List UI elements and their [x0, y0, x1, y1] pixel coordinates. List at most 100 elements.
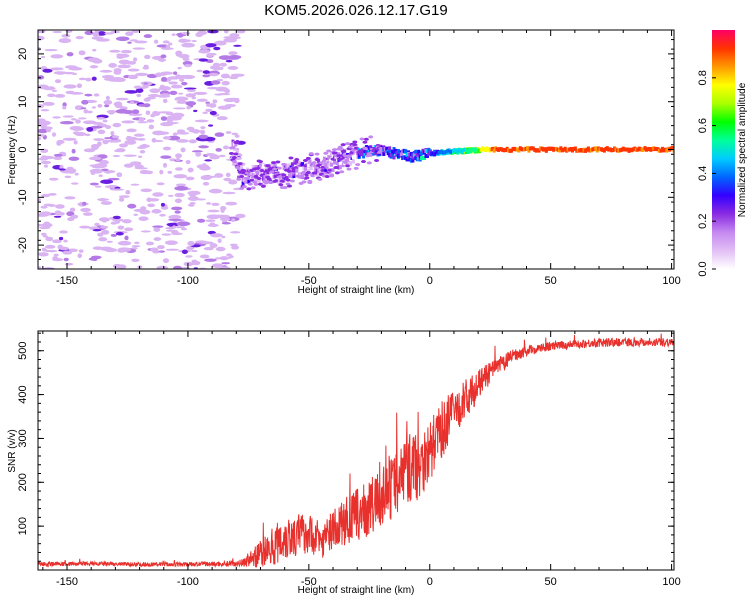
spectrogram-noise-cell — [186, 126, 195, 131]
spectrogram-ridge-cell — [671, 146, 674, 151]
spectrogram-noise-cell — [106, 240, 113, 243]
spectrogram-noise-cell — [206, 86, 220, 90]
spectrogram-ridge-halo — [272, 167, 278, 171]
spectrogram-noise-cell — [153, 237, 162, 241]
spectrogram-noise-cell — [208, 72, 219, 77]
spectrogram-noise-cell — [59, 120, 74, 125]
spectrogram-ridge-halo — [286, 184, 292, 188]
spectrogram-noise-cell — [162, 98, 168, 104]
spectrogram-noise-cell — [127, 74, 139, 80]
spectrogram-ridge-halo — [310, 174, 316, 178]
spectrogram-noise-cell — [173, 265, 183, 269]
spectrogram-noise-cell — [64, 262, 74, 266]
spectrogram-ridge-cell — [250, 170, 254, 175]
spectrogram-noise-cell — [152, 225, 164, 228]
spectrogram-ridge-cell — [492, 148, 496, 153]
spectrogram-ridge-cell — [399, 152, 403, 157]
spectrogram-noise-cell — [134, 40, 148, 44]
spectrogram-noise-cell — [185, 159, 191, 165]
spectrogram-noise-cell — [53, 153, 63, 157]
spectrogram-ridge-cell — [341, 163, 345, 168]
spectrogram-noise-cell — [230, 231, 241, 234]
spectrogram-noise-cell — [117, 64, 131, 69]
spectrogram-noise-cell — [109, 49, 121, 53]
spectrogram-noise-cell — [160, 57, 165, 63]
spectrogram-noise-cell — [40, 205, 48, 209]
spectrogram-noise-cell — [151, 209, 162, 214]
snr-xtick-label: -50 — [301, 576, 317, 588]
snr-ytick-label: 100 — [17, 517, 29, 535]
spectrogram-noise-cell — [55, 204, 65, 209]
spectrogram-ridge-halo — [355, 163, 361, 167]
spectrogram-ridge-cell — [264, 165, 268, 170]
spectrogram-noise-cell — [157, 245, 165, 250]
spectrogram-ridge-halo — [337, 145, 343, 149]
spectrogram-noise-cell — [176, 100, 188, 104]
spectrogram-noise-cell — [64, 196, 76, 200]
spectrogram-noise-cell — [171, 206, 183, 211]
spectrogram-noise-cell — [52, 116, 61, 119]
spectrogram-noise-cell — [187, 89, 196, 92]
spectrogram-noise-cell — [98, 217, 110, 222]
spectrogram-ridge-cell — [348, 161, 352, 166]
spectrogram-noise-cell — [63, 257, 69, 262]
spectrogram-noise-cell — [43, 221, 50, 225]
spectrogram-noise-cell — [86, 110, 93, 114]
spectrogram-noise-cell — [98, 174, 103, 178]
spectrogram-ridge-halo — [255, 170, 261, 174]
spectrogram-noise-cell — [125, 190, 131, 195]
spectrogram-noise-cell — [56, 71, 65, 75]
snr-panel: -150 -100 -50 0 50 100 100 200 300 400 500 Height … — [7, 330, 681, 596]
spectrogram-ridge-halo — [301, 180, 307, 184]
spectrogram-noise-cell — [174, 167, 183, 171]
spectrogram-ridge-cell — [420, 155, 424, 160]
spectrogram-ridge-cell — [288, 163, 292, 168]
spectrogram-noise-cell — [45, 236, 54, 242]
spectrogram-ridge-halo — [345, 164, 351, 168]
spectrogram-noise-cell — [78, 117, 87, 120]
spectrogram-ridge-halo — [308, 152, 314, 156]
spectrogram-ridge-cell — [404, 149, 408, 154]
spectrogram-ridge-cell — [270, 163, 274, 168]
spectrogram-ridge-halo — [352, 140, 358, 144]
spectrogram-noise-cell — [72, 131, 81, 135]
spectrogram-noise-cell — [70, 118, 77, 121]
spectrogram-ridge-cell — [420, 151, 424, 156]
spectrogram-noise-cell — [135, 72, 149, 77]
spectrogram-ridge-cell — [317, 172, 321, 177]
spectrogram-noise-cell — [131, 258, 140, 263]
spectrogram-noise-cell — [89, 182, 99, 186]
spectrogram-ridge-cell — [259, 163, 263, 168]
spectrogram-noise-cell — [204, 175, 217, 178]
spectrogram-noise-cell — [174, 198, 183, 204]
spectrogram-noise-cell — [69, 207, 76, 212]
spectrogram-noise-cell — [146, 119, 155, 123]
spectrogram-noise-cell — [58, 38, 72, 44]
spectrogram-ytick-label: 10 — [17, 96, 29, 108]
spectrogram-noise-cell — [180, 147, 186, 153]
spectrogram-noise-cell — [39, 211, 52, 216]
spectrogram-noise-cell — [129, 101, 135, 104]
spectrogram-noise-cell — [91, 258, 98, 261]
spectrogram-ridge-halo — [237, 170, 243, 174]
spectrogram-noise-cell — [212, 99, 218, 104]
spectrogram-noise-cell — [168, 81, 178, 85]
spectrogram-noise-cell — [105, 125, 112, 130]
spectrogram-ridge-halo — [329, 173, 335, 177]
spectrogram-noise-cell — [162, 136, 172, 140]
spectrogram-noise-cell — [125, 136, 138, 141]
spectrogram-ridge-halo — [307, 179, 313, 183]
spectrogram-noise-cell — [143, 82, 148, 85]
spectrogram-noise-cell — [151, 138, 157, 143]
spectrogram-ridge-halo — [242, 169, 248, 173]
snr-xtick-label: -100 — [177, 576, 199, 588]
spectrogram-noise-cell — [159, 84, 165, 89]
spectrogram-noise-cell — [168, 42, 173, 46]
spectrogram-ridge-halo — [269, 170, 275, 174]
spectrogram-noise-cell — [121, 219, 132, 224]
spectrogram-noise-cell — [91, 65, 97, 69]
spectrogram-noise-cell — [211, 263, 224, 269]
spectrogram-xtick-label: 0 — [427, 275, 433, 287]
spectrogram-ridge-halo — [302, 164, 308, 168]
spectrogram-ridge-halo — [362, 140, 368, 144]
